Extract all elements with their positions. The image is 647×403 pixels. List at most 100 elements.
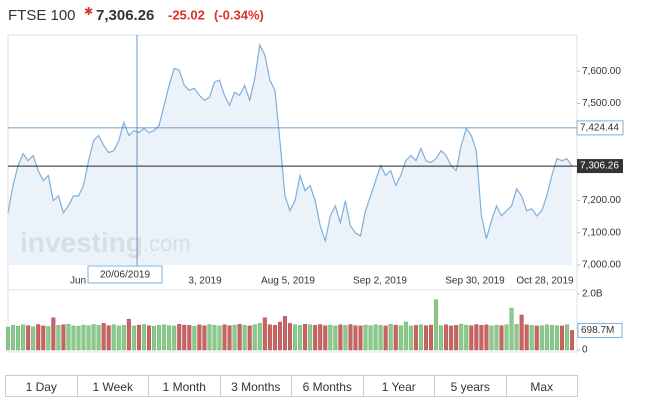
volume-bar (96, 325, 101, 351)
volume-bar (167, 325, 172, 351)
volume-last-label: 698.7M (581, 325, 614, 336)
last-price-label: 7,306.26 (580, 161, 619, 172)
volume-bar (257, 323, 262, 351)
x-tick-label: Oct 28, 2019 (516, 276, 574, 287)
volume-bar (554, 325, 559, 351)
volume-bar (31, 326, 36, 351)
volume-bar (494, 324, 499, 351)
volume-bar (423, 325, 428, 351)
volume-bar (36, 324, 41, 351)
volume-bar (434, 299, 439, 351)
volume-bar (343, 325, 348, 351)
range-button[interactable]: 1 Month (148, 375, 221, 397)
volume-bar (162, 324, 167, 351)
volume-bar (272, 325, 277, 351)
volume-bar (514, 324, 519, 351)
change: -25.02 (168, 7, 205, 22)
range-button[interactable]: 1 Week (76, 375, 149, 397)
volume-bar (16, 326, 21, 351)
volume-bar (232, 324, 237, 351)
star-icon: ✱ (84, 6, 93, 18)
y-tick-label: 7,200.00 (582, 195, 621, 206)
range-button[interactable]: 1 Year (362, 375, 435, 397)
volume-bar (408, 325, 413, 351)
price-line (7, 43, 573, 244)
volume-bar (454, 325, 459, 351)
volume-bar (21, 324, 26, 351)
volume-bar (277, 321, 282, 351)
volume-bar (544, 324, 549, 351)
range-button[interactable]: 1 Day (5, 375, 78, 397)
volume-bar (323, 325, 328, 351)
volume-bar (91, 324, 96, 351)
volume-bar (504, 324, 509, 351)
y-tick-label: 7,500.00 (582, 98, 621, 109)
volume-bar (303, 324, 308, 351)
volume-bar (353, 325, 358, 351)
volume-bar (333, 325, 338, 351)
volume-bar (136, 324, 141, 351)
volume-bar (197, 324, 202, 351)
volume-bar (141, 324, 146, 351)
volume-bar (252, 324, 257, 351)
x-tick-label: 3, 2019 (188, 276, 222, 287)
x-tick-label: Sep 30, 2019 (445, 276, 505, 287)
volume-bar (46, 326, 51, 351)
volume-bar (368, 325, 373, 351)
volume-bar (429, 324, 434, 351)
volume-bar (157, 325, 162, 351)
volume-bar (378, 325, 383, 351)
volume-bar (524, 324, 529, 351)
volume-bar (66, 324, 71, 351)
volume-bar (106, 325, 111, 351)
volume-bar (212, 325, 217, 351)
volume-bar (358, 325, 363, 351)
last-price-box (577, 159, 623, 174)
volume-bar (383, 325, 388, 351)
volume-bar (267, 324, 272, 351)
volume-bar (247, 325, 252, 351)
volume-bar (293, 324, 298, 351)
volume-bar (479, 325, 484, 351)
volume-bar (51, 317, 56, 351)
x-tick-label: Sep 2, 2019 (353, 276, 407, 287)
change-pct: (-0.34%) (214, 7, 264, 22)
volume-bar (237, 324, 242, 351)
volume-bar (101, 323, 106, 351)
volume-bar (152, 326, 157, 351)
volume-bar (177, 324, 182, 351)
crosshair-date-label: 20/06/2019 (100, 270, 150, 281)
volume-bar (61, 324, 66, 351)
volume-bar (146, 325, 151, 351)
volume-bar (202, 325, 207, 351)
volume-bar (308, 324, 313, 351)
volume-bar (449, 325, 454, 351)
range-button[interactable]: Max (505, 375, 578, 397)
volume-bar (86, 325, 91, 351)
volume-bar (217, 325, 222, 351)
volume-bar (348, 324, 353, 351)
range-button[interactable]: 3 Months (219, 375, 292, 397)
volume-bar (222, 324, 227, 351)
volume-bar (187, 325, 192, 351)
volume-bar (464, 324, 469, 351)
volume-last-box (577, 322, 623, 338)
volume-bar (227, 325, 232, 351)
crosshair-date-box (87, 265, 163, 284)
x-tick-label: Aug 5, 2019 (261, 276, 315, 287)
volume-bar (413, 325, 418, 351)
volume-bar (338, 324, 343, 351)
index-name: FTSE 100 (8, 7, 76, 24)
volume-bar (5, 326, 10, 351)
volume-bar (318, 324, 323, 351)
volume-bar (76, 326, 81, 351)
price: 7,306.26 (96, 7, 154, 24)
volume-bar (192, 326, 197, 351)
volume-bar (288, 323, 293, 351)
chart: FTSE 100 ✱ 7,306.26 -25.02 (-0.34%) 7,00… (5, 6, 624, 356)
range-button[interactable]: 5 years (434, 375, 507, 397)
volume-bar (56, 325, 61, 351)
range-button[interactable]: 6 Months (291, 375, 364, 397)
volume-tick-label: 2.0B (582, 289, 603, 300)
volume-bar (262, 317, 267, 351)
